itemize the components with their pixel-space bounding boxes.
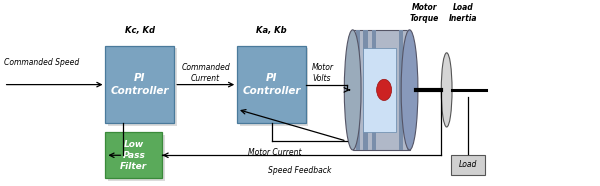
Bar	[399, 30, 403, 150]
Bar	[364, 47, 397, 132]
Ellipse shape	[377, 79, 392, 100]
Bar	[407, 30, 411, 150]
Text: Load: Load	[458, 161, 477, 169]
Ellipse shape	[401, 30, 418, 150]
Text: Commanded: Commanded	[181, 63, 230, 72]
Text: Load
Inertia: Load Inertia	[449, 3, 478, 23]
FancyBboxPatch shape	[108, 48, 176, 126]
FancyBboxPatch shape	[108, 135, 165, 181]
FancyBboxPatch shape	[237, 46, 306, 124]
Bar	[356, 30, 360, 150]
FancyBboxPatch shape	[451, 155, 485, 175]
Text: PI
Controller: PI Controller	[242, 73, 301, 96]
Bar	[372, 30, 376, 150]
Text: PI
Controller: PI Controller	[110, 73, 169, 96]
Text: Speed Feedback: Speed Feedback	[268, 166, 332, 175]
FancyBboxPatch shape	[106, 132, 163, 178]
Text: Kc, Kd: Kc, Kd	[125, 26, 155, 35]
FancyBboxPatch shape	[106, 46, 174, 124]
FancyBboxPatch shape	[239, 48, 308, 126]
Text: Current: Current	[191, 74, 220, 83]
Text: Motor Current: Motor Current	[248, 148, 301, 157]
Text: Volts: Volts	[312, 74, 331, 83]
Bar	[364, 30, 368, 150]
Text: Ka, Kb: Ka, Kb	[256, 26, 287, 35]
Ellipse shape	[344, 30, 361, 150]
Text: Motor: Motor	[312, 63, 334, 72]
Ellipse shape	[441, 53, 452, 127]
Text: Low
Pass
Filter: Low Pass Filter	[120, 140, 148, 171]
Text: Motor
Torque: Motor Torque	[410, 3, 439, 23]
Text: Commanded Speed: Commanded Speed	[4, 58, 79, 67]
Bar	[353, 30, 410, 150]
